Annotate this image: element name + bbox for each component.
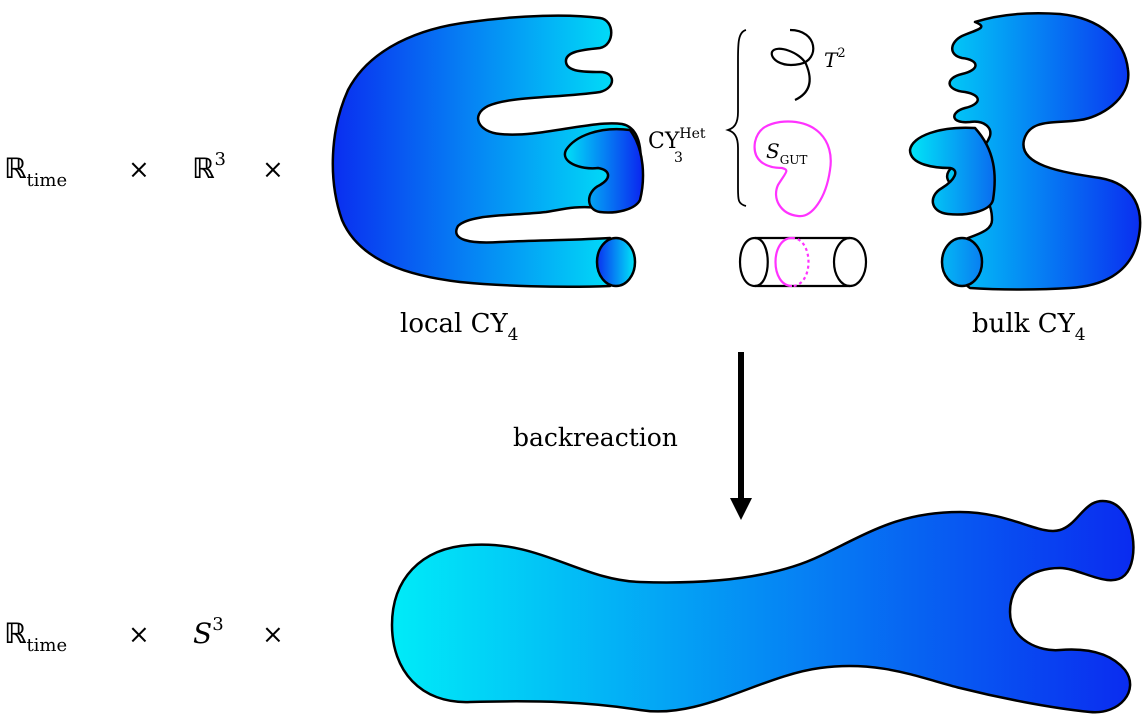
- bulk-cy4-shape: [908, 12, 1142, 291]
- label-local-cy4: local CY4: [400, 309, 519, 345]
- label-cy3-het-sub: 3: [674, 150, 683, 166]
- label-bulk-cy4: bulk CY4: [972, 309, 1086, 345]
- label-backreaction: backreaction: [513, 423, 678, 452]
- torus-curve: [770, 28, 815, 101]
- bottom-times-2: ×: [262, 620, 284, 650]
- top-times-2: ×: [262, 155, 284, 185]
- top-times-1: ×: [128, 155, 150, 185]
- het-fiber-group: CYHet 3 T2 SGUT: [648, 28, 868, 288]
- bottom-factor-s3: S3: [193, 614, 224, 650]
- cylinder: [738, 236, 868, 288]
- label-sgut: SGUT: [766, 139, 807, 167]
- bottom-times-1: ×: [128, 620, 150, 650]
- backreaction-arrow: [730, 352, 752, 520]
- label-cy3-het: CYHet: [648, 126, 706, 154]
- sgut-curve: [753, 120, 832, 218]
- top-factor-rtime: ℝtime: [4, 152, 67, 191]
- compact-space-shape: [390, 499, 1135, 714]
- local-cy4-shape: [331, 14, 645, 289]
- bottom-row-product: ℝtime × S3 ×: [4, 614, 284, 656]
- bottom-factor-rtime: ℝtime: [4, 617, 67, 656]
- label-torus: T2: [824, 46, 846, 72]
- curly-brace: [725, 29, 747, 207]
- top-factor-r3: ℝ3: [192, 149, 226, 185]
- top-row-product: ℝtime × ℝ3 ×: [4, 149, 284, 191]
